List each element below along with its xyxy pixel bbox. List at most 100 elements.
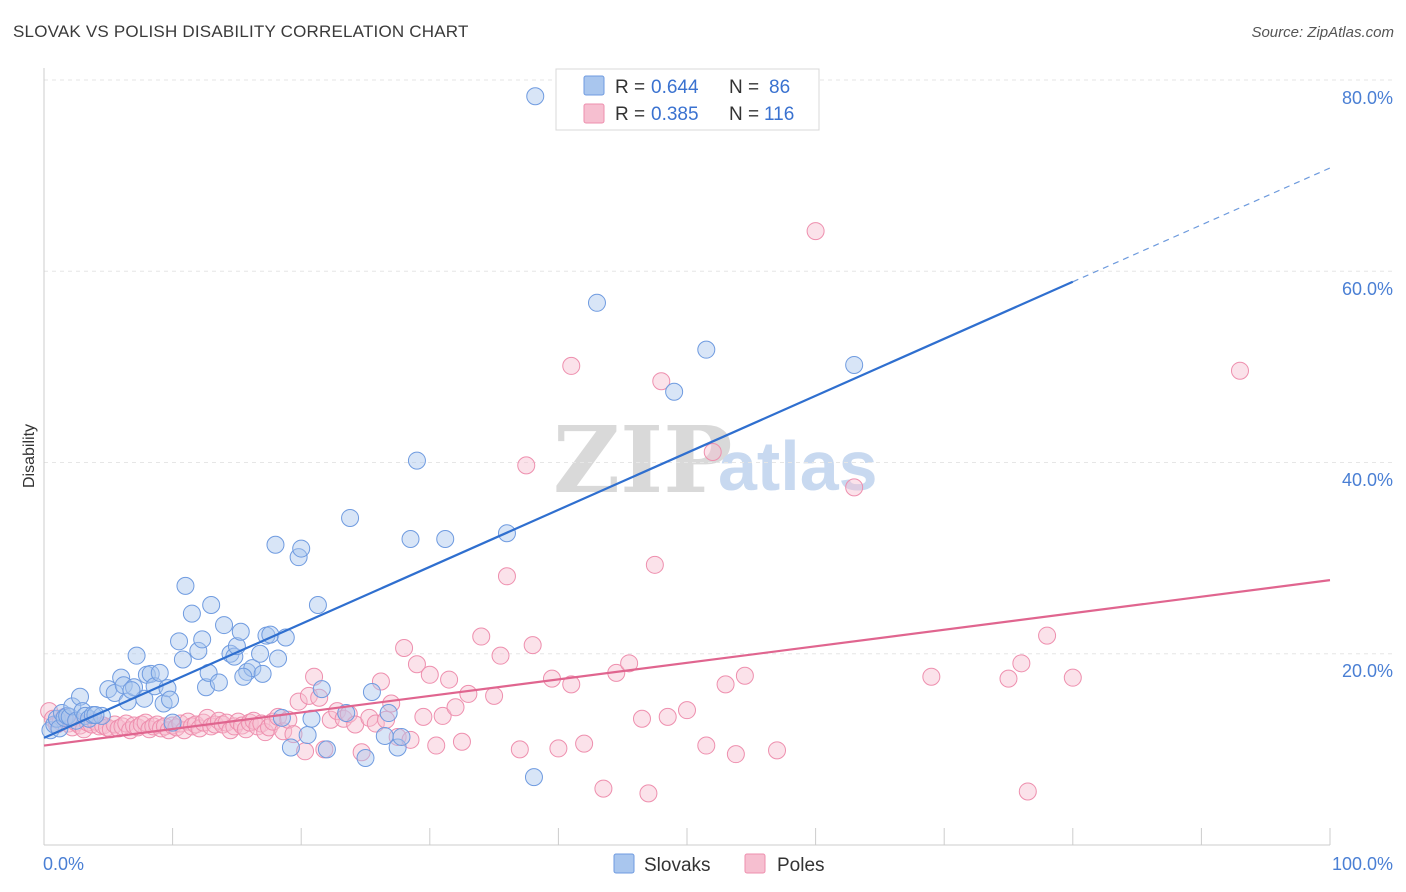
slovaks-point <box>392 727 411 746</box>
slovaks-point <box>163 713 182 732</box>
poles-point <box>845 478 864 497</box>
poles-point <box>395 639 414 658</box>
x-tick-label: 0.0% <box>43 854 84 874</box>
stats-legend: R = 0.644 N = 86 R = 0.385 N = 116 <box>555 68 820 131</box>
legend-swatch-poles <box>583 103 605 124</box>
slovaks-point <box>312 680 331 699</box>
axes <box>43 68 1331 846</box>
slovaks-trend-extension <box>1072 167 1331 283</box>
legend-r-label: R = <box>615 77 645 98</box>
poles-point <box>198 708 217 727</box>
slovaks-point <box>526 87 545 106</box>
poles-trend-line <box>43 579 1331 747</box>
slovaks-point <box>281 738 300 757</box>
slovaks-point <box>161 690 180 709</box>
legend-n-label: N = <box>729 104 759 125</box>
poles-point <box>645 555 664 574</box>
y-tick-label: 40.0% <box>1342 470 1393 490</box>
poles-point <box>371 672 390 691</box>
slovaks-point <box>63 697 82 716</box>
slovaks-point <box>292 539 311 558</box>
slovaks-point <box>125 678 144 697</box>
slovaks-point <box>665 382 684 401</box>
slovaks-point <box>269 649 288 668</box>
slovaks-point <box>71 687 90 706</box>
slovaks-point <box>266 535 285 554</box>
slovaks-point <box>407 451 426 470</box>
slovaks-point <box>697 340 716 359</box>
legend-item-poles: Poles <box>777 855 825 876</box>
slovaks-point <box>845 355 864 374</box>
slovaks-point <box>182 604 201 623</box>
poles-point <box>366 714 385 733</box>
poles-point <box>452 732 471 751</box>
slovaks-point <box>231 622 250 641</box>
legend-n-value: 86 <box>769 77 790 98</box>
legend-r-value: 0.644 <box>651 77 699 98</box>
poles-point <box>549 739 568 758</box>
poles-point <box>632 709 651 728</box>
slovaks-point <box>170 632 189 651</box>
legend-r-label: R = <box>615 104 645 125</box>
slovaks-trend-line <box>43 280 1074 739</box>
poles-point <box>1018 782 1037 801</box>
poles-point <box>284 725 303 744</box>
poles-point <box>703 442 722 461</box>
poles-point <box>433 706 452 725</box>
trend-lines <box>43 167 1331 747</box>
legend-n-value: 116 <box>764 104 794 125</box>
poles-point <box>562 356 581 375</box>
poles-point <box>485 686 504 705</box>
slovaks-point <box>341 508 360 527</box>
poles-point <box>735 666 754 685</box>
poles-point <box>1038 626 1057 645</box>
poles-point <box>1230 361 1249 380</box>
slovaks-point <box>362 683 381 701</box>
slovaks-point <box>317 740 336 759</box>
slovaks-point <box>436 530 455 548</box>
poles-point <box>726 745 745 764</box>
slovaks-point <box>308 595 327 614</box>
poles-point <box>459 684 478 703</box>
poles-point <box>427 736 446 755</box>
poles-point <box>491 646 510 665</box>
poles-point <box>768 741 787 760</box>
poles-point <box>594 779 613 798</box>
chart-title: SLOVAK VS POLISH DISABILITY CORRELATION … <box>13 22 469 41</box>
gridlines <box>44 79 1392 655</box>
poles-point <box>922 667 941 686</box>
slovaks-point <box>189 641 208 660</box>
legend-r-value: 0.385 <box>651 104 699 125</box>
legend-item-slovaks: Slovaks <box>644 855 711 876</box>
slovaks-point <box>176 576 195 595</box>
slovaks-point <box>272 708 291 727</box>
slovaks-point <box>337 704 356 723</box>
poles-point <box>274 722 293 741</box>
slovaks-point <box>251 644 270 663</box>
slovaks-point <box>173 650 192 669</box>
poles-point <box>620 654 639 673</box>
slovaks-point <box>388 738 407 757</box>
slovaks-point <box>127 646 146 665</box>
poles-point <box>575 734 594 753</box>
watermark-atlas: atlas <box>718 427 878 505</box>
y-axis-label: Disability <box>21 424 38 488</box>
poles-point <box>472 627 491 646</box>
poles-point <box>523 636 542 655</box>
poles-point <box>716 675 735 694</box>
legend-swatch-slovaks <box>613 853 635 874</box>
poles-point <box>517 456 536 475</box>
poles-point <box>639 784 658 803</box>
slovaks-point <box>524 768 543 787</box>
x-tick-label: 100.0% <box>1332 854 1393 874</box>
source-label: Source: ZipAtlas.com <box>1251 24 1394 41</box>
poles-point <box>1012 654 1031 673</box>
poles-point <box>420 665 439 684</box>
series-legend: Slovaks Poles <box>613 853 825 876</box>
slovaks-point <box>587 293 606 312</box>
poles-point <box>658 707 677 726</box>
poles-point <box>446 698 465 717</box>
poles-point <box>414 707 433 726</box>
slovaks-point <box>202 595 221 614</box>
poles-point <box>407 655 426 674</box>
